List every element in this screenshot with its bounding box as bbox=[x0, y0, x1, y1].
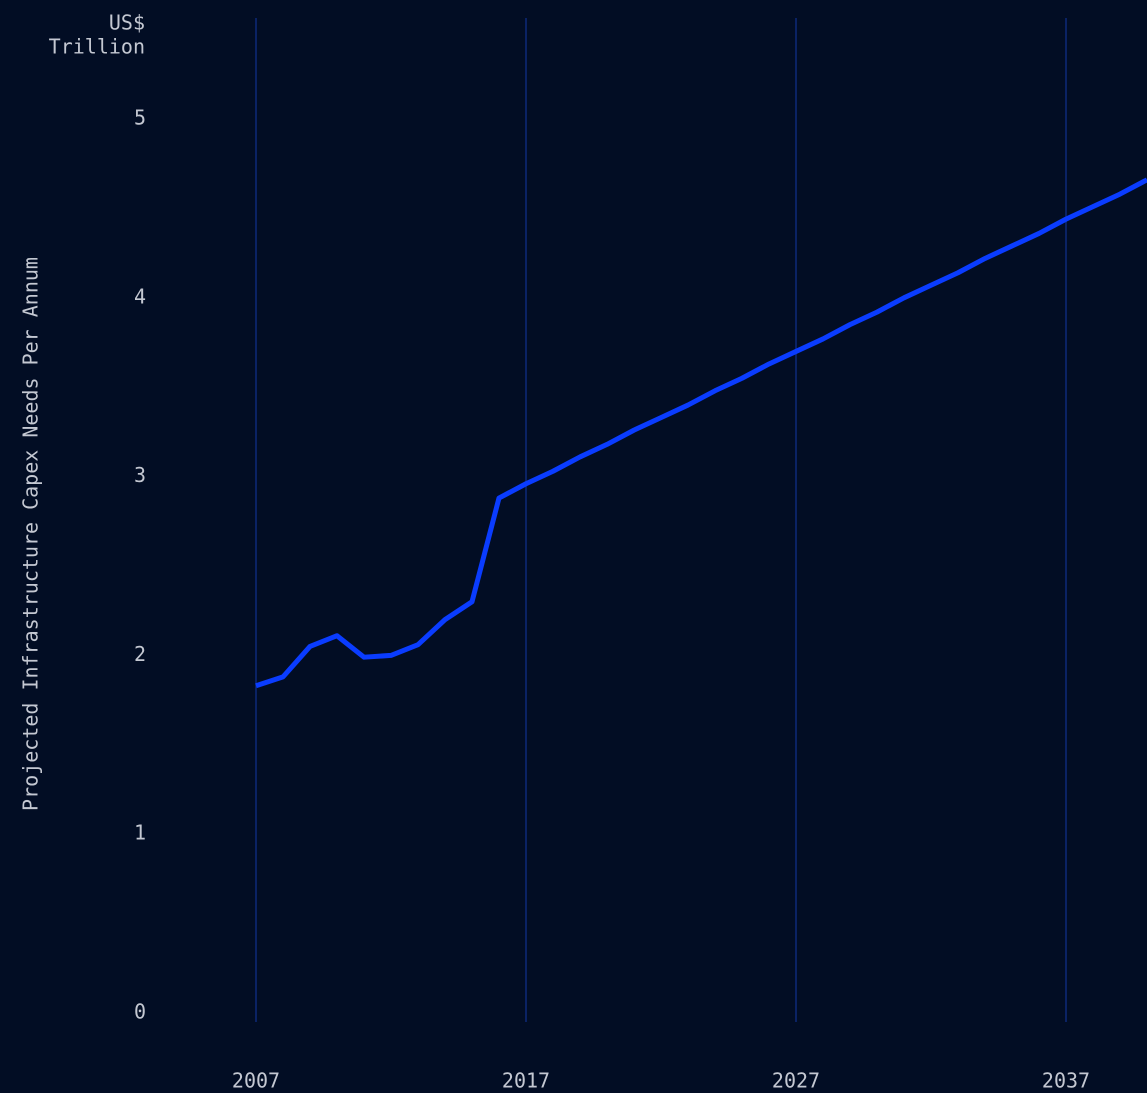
y-tick-label: 1 bbox=[134, 821, 146, 845]
y-unit: US$ bbox=[109, 11, 145, 35]
y-tick-label: 3 bbox=[134, 463, 146, 487]
y-tick-label: 2 bbox=[134, 642, 146, 666]
x-tick-label: 2037 bbox=[1042, 1069, 1090, 1093]
line bbox=[255, 177, 1147, 689]
x-tick-label: 2007 bbox=[232, 1069, 280, 1093]
x-tick-label: 2017 bbox=[502, 1069, 550, 1093]
y-axis-label: Projected Infrastructure Capex Needs Per… bbox=[19, 257, 43, 811]
y-tick-label: 0 bbox=[134, 1000, 146, 1024]
y-tick-label: 5 bbox=[134, 106, 146, 130]
x-tick-label: 2027 bbox=[772, 1069, 820, 1093]
y-unit: Trillion bbox=[49, 35, 145, 59]
y-tick-label: 4 bbox=[134, 284, 146, 308]
